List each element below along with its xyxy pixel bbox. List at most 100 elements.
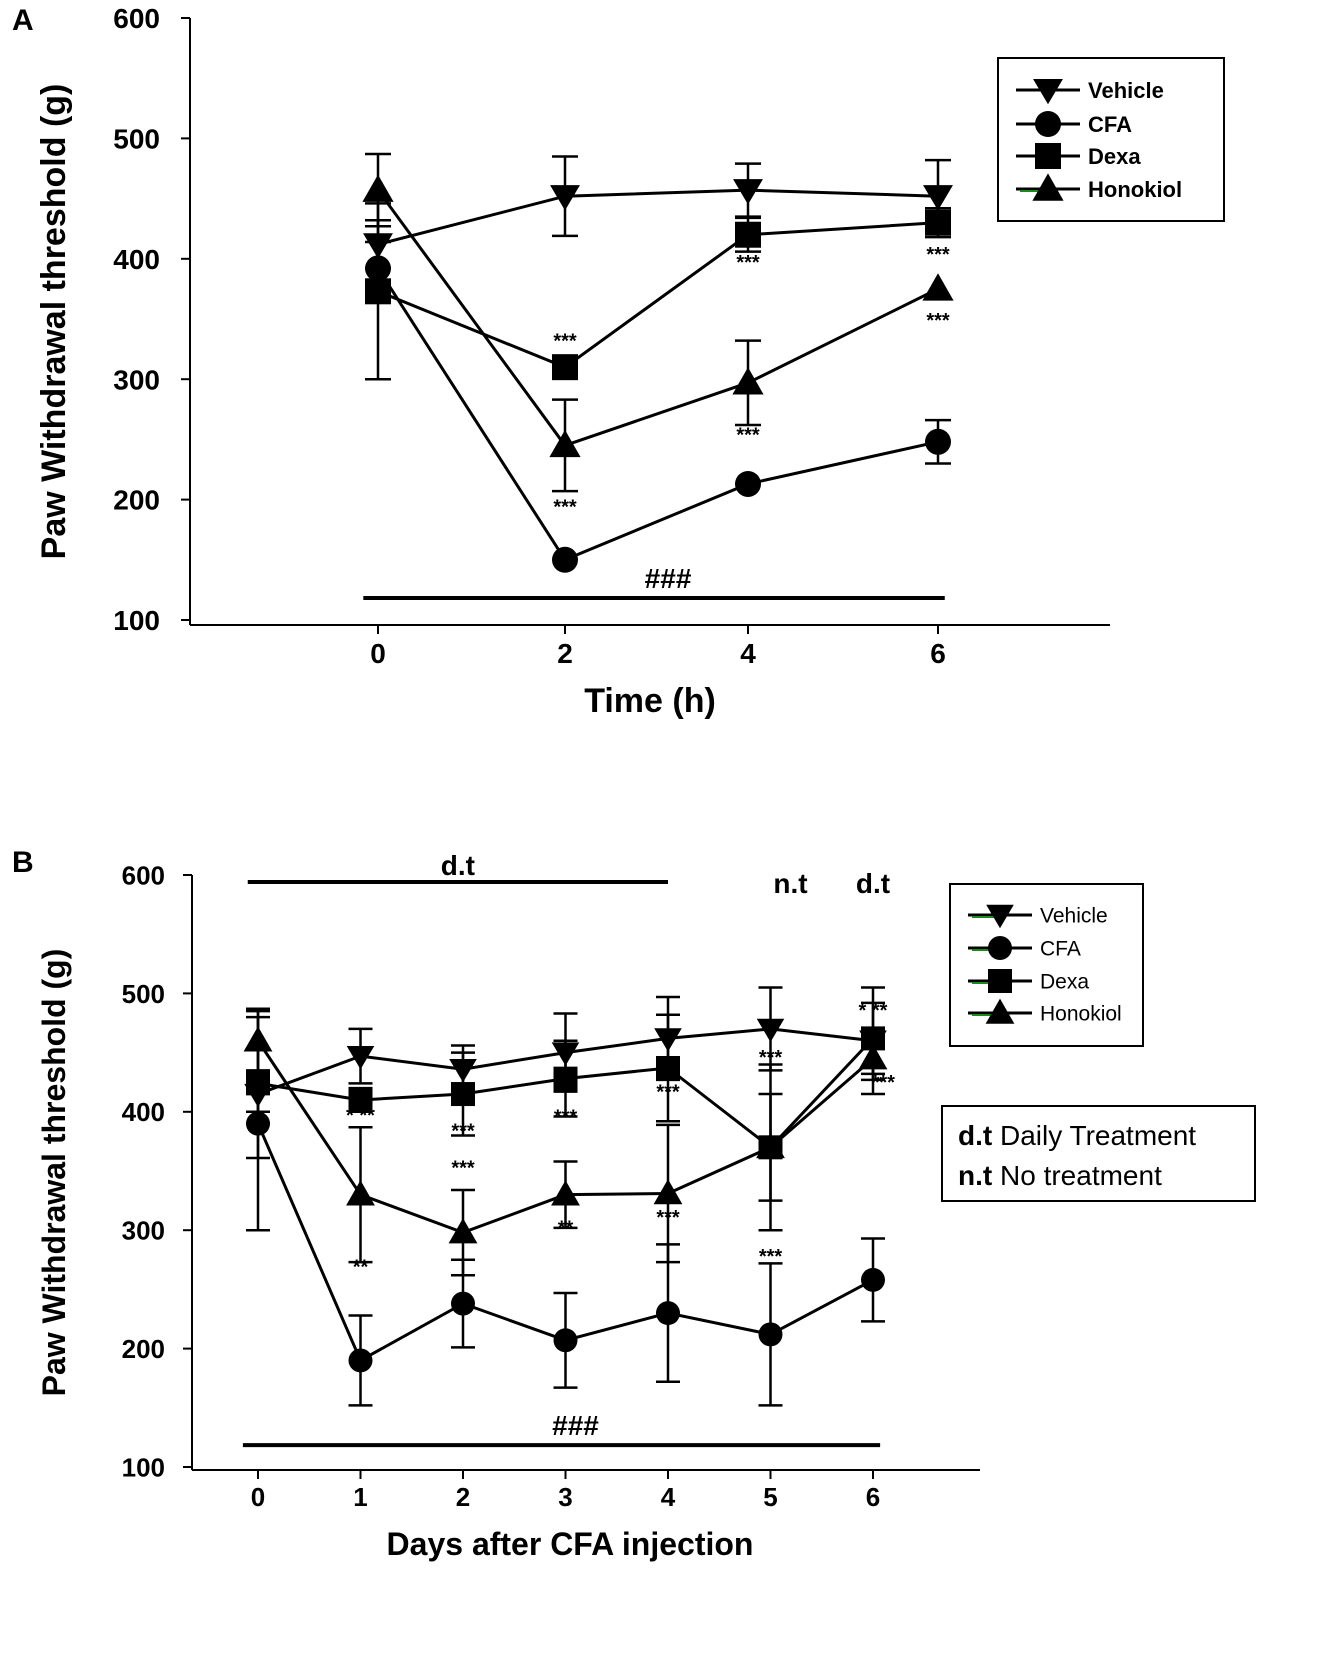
phase-label: n.t [773, 868, 807, 899]
data-point [735, 470, 761, 497]
data-point [550, 185, 580, 211]
legend-marker [988, 936, 1012, 960]
key-spacer [992, 1160, 1000, 1191]
y-tick-label: 100 [113, 605, 160, 636]
significance-annotation: *** [759, 1246, 783, 1268]
x-tick-label: 0 [251, 1482, 265, 1512]
legend-label: CFA [1040, 938, 1081, 961]
series-vehicle [363, 155, 953, 270]
treatment-bar-label: d.t [441, 850, 475, 881]
significance-annotation: *** [736, 252, 760, 274]
data-point [733, 179, 763, 205]
key-row: n.t No treatment [958, 1160, 1162, 1191]
data-point [348, 1087, 373, 1112]
data-point [553, 1328, 578, 1353]
series-line [376, 189, 939, 448]
data-point [925, 428, 951, 455]
significance-annotation: *** [553, 497, 577, 519]
legend-label: Vehicle [1040, 905, 1108, 928]
phase-label: d.t [856, 868, 890, 899]
y-tick-label: 200 [113, 485, 160, 516]
data-point [552, 354, 578, 381]
key-text: Daily Treatment [1000, 1120, 1196, 1151]
treatment-key: d.t Daily Treatment n.t No treatment [941, 1105, 1256, 1202]
data-point [346, 1045, 375, 1070]
legend-label: Dexa [1088, 144, 1141, 169]
chart-panel-a: A 100 200 300 400 500 600 0 2 4 6 Time (h) Paw Withd… [12, 3, 1225, 720]
y-axis-title: Paw Withdrawal threshold (g) [36, 949, 72, 1397]
legend-label: Dexa [1040, 971, 1089, 994]
y-tick-label: 100 [122, 1452, 165, 1482]
key-abbr: d.t [958, 1120, 992, 1151]
y-tick-label: 500 [113, 123, 160, 154]
data-point [451, 1082, 475, 1107]
legend-label: Honokiol [1040, 1003, 1122, 1026]
significance-annotation: * ** [859, 1000, 888, 1022]
data-point [362, 174, 394, 202]
y-axis-title: Paw Withdrawal threshold (g) [35, 84, 73, 560]
data-point [243, 1026, 273, 1052]
panel-letter: B [12, 846, 34, 879]
y-tick-label: 300 [122, 1216, 165, 1246]
series-dexa [365, 202, 951, 381]
data-point [861, 1267, 885, 1292]
legend-box [949, 883, 1144, 1047]
data-point [732, 367, 764, 395]
data-point [365, 278, 391, 305]
significance-label: ### [645, 563, 692, 594]
x-tick-label: 1 [353, 1482, 367, 1512]
legend-marker [1035, 111, 1061, 137]
data-point [553, 1066, 578, 1091]
series-line [377, 221, 939, 369]
series-line [377, 188, 939, 246]
data-point [758, 1322, 783, 1347]
data-point [922, 273, 954, 301]
significance-annotation: *** [554, 1106, 578, 1128]
legend-marker [986, 904, 1014, 929]
key-box [941, 1105, 1256, 1202]
x-axis-title: Time (h) [584, 682, 716, 720]
legend-label: Honokiol [1088, 177, 1182, 202]
x-tick-label: 2 [456, 1482, 470, 1512]
significance-annotation: *** [451, 1121, 475, 1143]
legend-marker [1032, 173, 1064, 201]
legend-label: CFA [1088, 112, 1132, 137]
data-point [858, 1044, 888, 1070]
x-tick-label: 6 [866, 1482, 880, 1512]
series-honokiol [362, 152, 954, 493]
key-text: No treatment [1000, 1160, 1162, 1191]
legend-marker [985, 998, 1015, 1024]
series-line [376, 267, 939, 562]
data-point [246, 1071, 270, 1096]
legend-marker [1033, 78, 1063, 105]
legend-label: Vehicle [1088, 78, 1164, 103]
significance-annotation: *** [759, 1047, 783, 1069]
data-point [653, 1179, 683, 1205]
data-point [656, 1055, 680, 1080]
series-honokiol [243, 1009, 888, 1277]
data-point [756, 1132, 785, 1159]
data-point [925, 209, 951, 236]
significance-label: ### [552, 1410, 599, 1441]
significance-annotation: * ** [346, 1105, 375, 1127]
significance-annotation: *** [656, 1081, 680, 1103]
x-tick-label: 5 [763, 1482, 777, 1512]
significance-annotation: *** [926, 310, 950, 332]
x-axis-title: Days after CFA injection [387, 1526, 754, 1562]
data-point [551, 1180, 580, 1206]
data-point [656, 1301, 680, 1326]
x-tick-label: 6 [930, 638, 946, 669]
y-tick-label: 500 [122, 979, 165, 1009]
data-point [552, 546, 578, 573]
y-tick-label: 400 [113, 244, 160, 275]
significance-annotation: *** [736, 424, 760, 446]
legend: Vehicle CFA Dexa Honokiol [997, 57, 1225, 222]
data-point [346, 1180, 375, 1206]
y-tick-label: 200 [122, 1334, 165, 1364]
legend-marker [988, 969, 1012, 993]
data-point [448, 1218, 478, 1244]
panel-letter: A [12, 4, 34, 37]
significance-annotation: *** [656, 1207, 680, 1229]
x-tick-label: 3 [558, 1482, 572, 1512]
data-point [756, 1018, 785, 1043]
